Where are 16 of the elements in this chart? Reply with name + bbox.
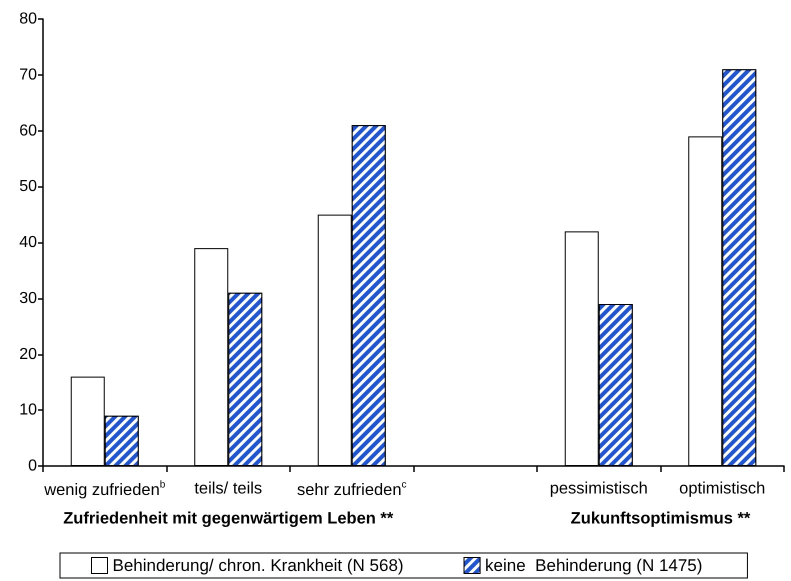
legend-label: keine Behinderung (N 1475) (485, 556, 702, 575)
y-tick-label: 50 (19, 178, 38, 196)
y-tick-label: 30 (19, 290, 38, 307)
y-tick-label: 20 (19, 346, 38, 363)
x-tick-label: optimistisch (679, 480, 766, 498)
x-tick-label: pessimistisch (550, 480, 648, 498)
y-tick-label: 80 (19, 10, 38, 28)
y-tick-label: 40 (19, 234, 38, 251)
y-tick-label: 10 (19, 402, 38, 419)
y-tick-label: 0 (28, 458, 38, 474)
text: Zufriedenheit mit gegenwärtigem Leben ** (63, 510, 394, 528)
text: Zukunftsoptimismus ** (570, 510, 751, 528)
x-tick-label: teils/ teils (194, 480, 262, 498)
legend-label: Behinderung/ chron. Krankheit (N 568) (112, 556, 404, 575)
y-tick-label: 60 (19, 122, 38, 140)
y-tick-label: 70 (19, 66, 38, 84)
